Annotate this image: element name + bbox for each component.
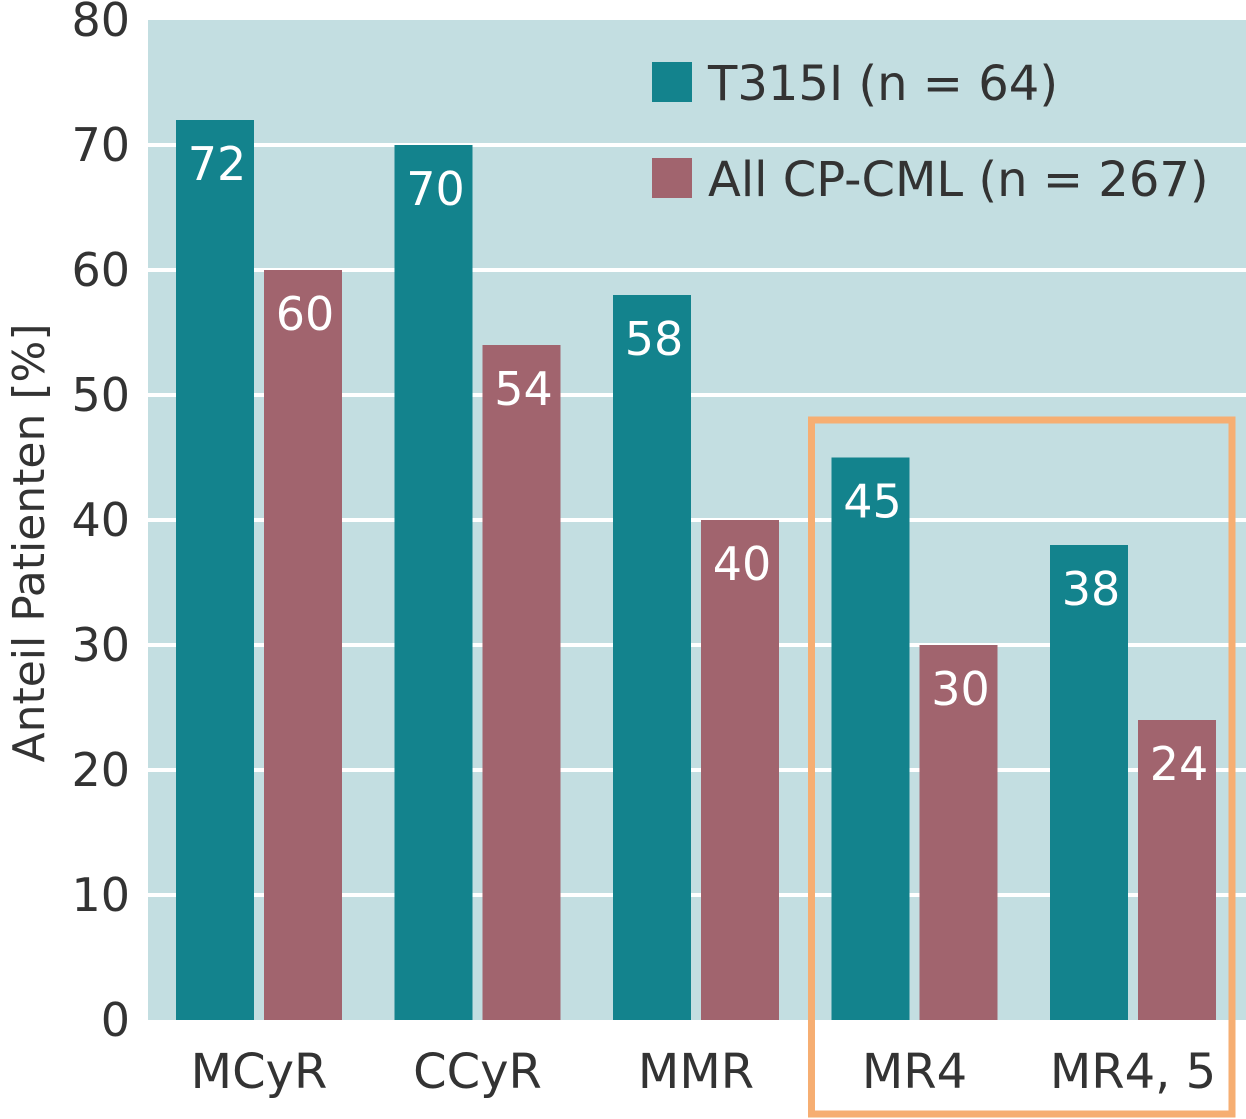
bars <box>176 120 1216 1020</box>
bar-value-label: 40 <box>713 537 772 591</box>
y-tick-label: 30 <box>71 618 130 672</box>
bar <box>919 645 998 1020</box>
legend-swatch <box>652 158 692 198</box>
y-tick-label: 40 <box>71 493 130 547</box>
bar <box>613 295 691 1020</box>
legend-swatch <box>652 62 692 102</box>
x-category-label: MR4 <box>862 1044 967 1100</box>
y-tick-label: 80 <box>71 0 130 47</box>
bar <box>176 120 254 1020</box>
x-category-label: MCyR <box>191 1044 328 1100</box>
bar-value-label: 45 <box>843 475 902 529</box>
y-tick-label: 50 <box>71 368 130 422</box>
bar <box>264 270 342 1020</box>
data-labels: 72 60 70 54 58 40 45 30 38 24 <box>188 137 1209 791</box>
legend: T315I (n = 64) All CP-CML (n = 267) <box>652 56 1209 208</box>
bar <box>394 145 473 1020</box>
bar-value-label: 24 <box>1150 737 1209 791</box>
x-category-label: CCyR <box>413 1044 542 1100</box>
legend-label: T315I (n = 64) <box>707 56 1058 112</box>
bar-value-label: 60 <box>276 287 335 341</box>
y-tick-label: 60 <box>71 243 130 297</box>
bar-value-label: 30 <box>931 662 990 716</box>
y-axis-ticks: 0 10 20 30 40 50 60 70 80 <box>71 0 130 1047</box>
bar <box>701 520 779 1020</box>
bar <box>1050 545 1128 1020</box>
bar <box>482 345 561 1020</box>
x-category-label: MMR <box>638 1044 754 1100</box>
x-axis-categories: MCyR CCyR MMR MR4 MR4, 5 <box>191 1044 1217 1100</box>
y-tick-label: 0 <box>101 993 130 1047</box>
highlight-box <box>808 416 1236 1118</box>
bar-value-label: 54 <box>494 362 553 416</box>
y-axis-title: Anteil Patienten [%] <box>4 323 55 762</box>
y-tick-label: 70 <box>71 118 130 172</box>
bar-value-label: 72 <box>188 137 247 191</box>
bar <box>1138 720 1216 1020</box>
bar-value-label: 70 <box>406 162 465 216</box>
y-tick-label: 20 <box>71 743 130 797</box>
bar <box>831 457 910 1020</box>
legend-label: All CP-CML (n = 267) <box>708 152 1209 208</box>
bar-value-label: 38 <box>1062 562 1121 616</box>
bar-value-label: 58 <box>625 312 684 366</box>
x-category-label: MR4, 5 <box>1050 1044 1216 1100</box>
y-tick-label: 10 <box>71 868 130 922</box>
